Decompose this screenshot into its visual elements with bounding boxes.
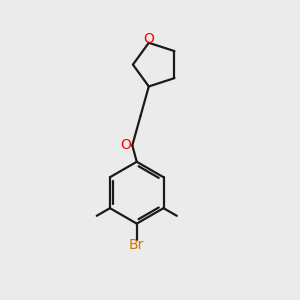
- Text: O: O: [143, 32, 154, 46]
- Text: O: O: [120, 138, 131, 152]
- Text: Br: Br: [129, 238, 144, 252]
